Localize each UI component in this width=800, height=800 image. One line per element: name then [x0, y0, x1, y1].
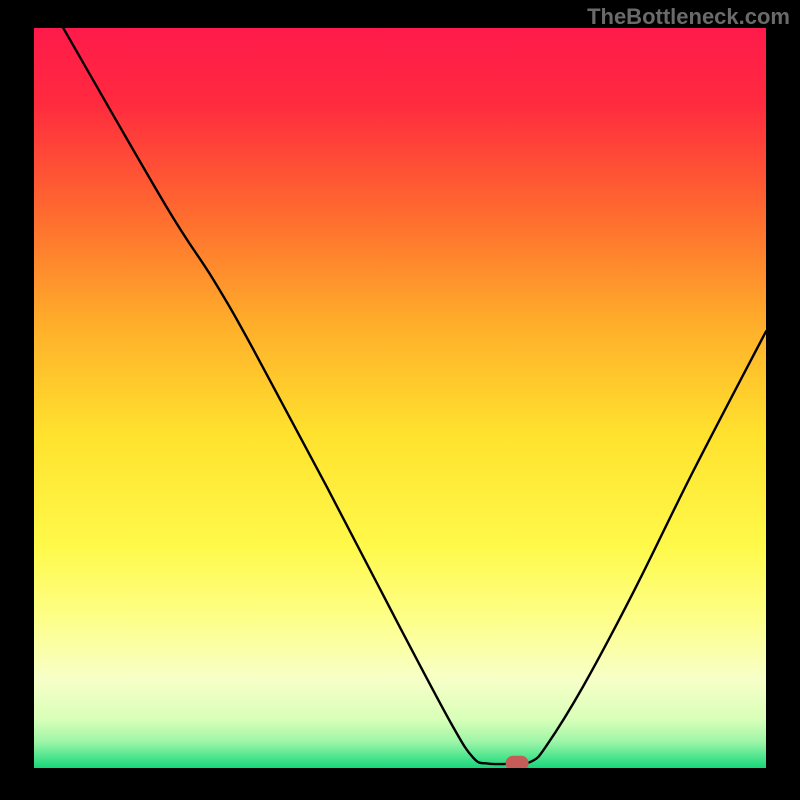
chart-svg	[34, 28, 766, 768]
gradient-background	[34, 28, 766, 768]
clipped-group	[34, 28, 766, 768]
attribution-text: TheBottleneck.com	[587, 4, 790, 30]
chart-frame: TheBottleneck.com	[0, 0, 800, 800]
optimum-marker	[506, 756, 528, 768]
plot-area	[34, 28, 766, 768]
